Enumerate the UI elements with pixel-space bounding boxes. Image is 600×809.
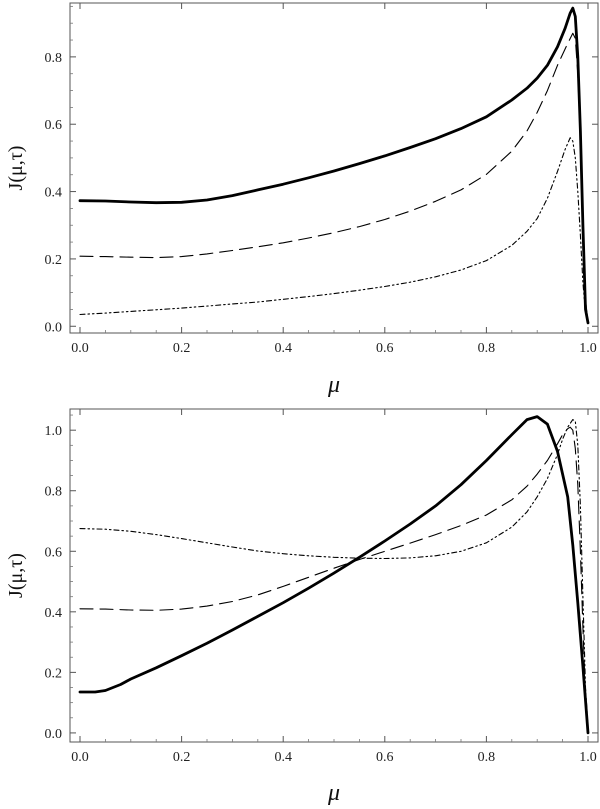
y-axis-label: J(μ,τ) bbox=[5, 553, 27, 598]
x-tick-label: 0.2 bbox=[173, 750, 191, 765]
x-tick-label: 0.0 bbox=[71, 750, 89, 765]
plot-frame bbox=[69, 2, 599, 334]
x-tick-label: 0.4 bbox=[274, 750, 292, 765]
y-axis-label: J(μ,τ) bbox=[5, 146, 27, 191]
chart-top: 0.0 0.2 0.4 0.6 0.8 1.0 0.0 0.2 0.4 0.6 0.8 μ J(μ,τ) bbox=[5, 2, 599, 398]
y-tick-label: 0.4 bbox=[45, 606, 63, 621]
x-tick-label: 0.6 bbox=[376, 750, 394, 765]
y-tick-label: 0.0 bbox=[45, 727, 63, 742]
x-axis-label: μ bbox=[327, 372, 340, 398]
plot-frame bbox=[69, 408, 599, 743]
x-tick-label: 1.0 bbox=[579, 750, 597, 765]
series-line-dash-dot bbox=[79, 419, 589, 728]
y-tick-label: 0.6 bbox=[45, 545, 63, 560]
x-axis-label: μ bbox=[327, 780, 340, 806]
x-tick-label: 0.8 bbox=[478, 750, 496, 765]
series-line-long-dash bbox=[79, 426, 589, 728]
x-tick-label: 1.0 bbox=[579, 341, 597, 356]
x-tick-label: 0.2 bbox=[173, 341, 191, 356]
chart-bottom: 0.0 0.2 0.4 0.6 0.8 1.0 0.0 0.2 0.4 0.6 0.8 1.0 μ J(μ… bbox=[5, 408, 599, 806]
y-tick-label: 0.6 bbox=[45, 118, 63, 133]
x-tick-label: 0.0 bbox=[71, 341, 89, 356]
y-tick-label: 0.8 bbox=[45, 51, 63, 66]
x-tick-label: 0.6 bbox=[376, 341, 394, 356]
series-line-long-dash bbox=[79, 32, 589, 324]
x-tick-label: 0.8 bbox=[478, 341, 496, 356]
series-line-solid-thick bbox=[78, 415, 590, 735]
y-tick-label: 1.0 bbox=[45, 424, 63, 439]
y-tick-label: 0.0 bbox=[45, 320, 63, 335]
series-line-dash-dot bbox=[79, 137, 589, 324]
y-tick-label: 0.2 bbox=[45, 253, 63, 268]
y-tick-label: 0.4 bbox=[45, 186, 63, 201]
y-tick-label: 0.2 bbox=[45, 666, 63, 681]
series-line-solid-thick bbox=[78, 6, 590, 325]
y-tick-label: 0.8 bbox=[45, 485, 63, 500]
x-tick-label: 0.4 bbox=[274, 341, 292, 356]
